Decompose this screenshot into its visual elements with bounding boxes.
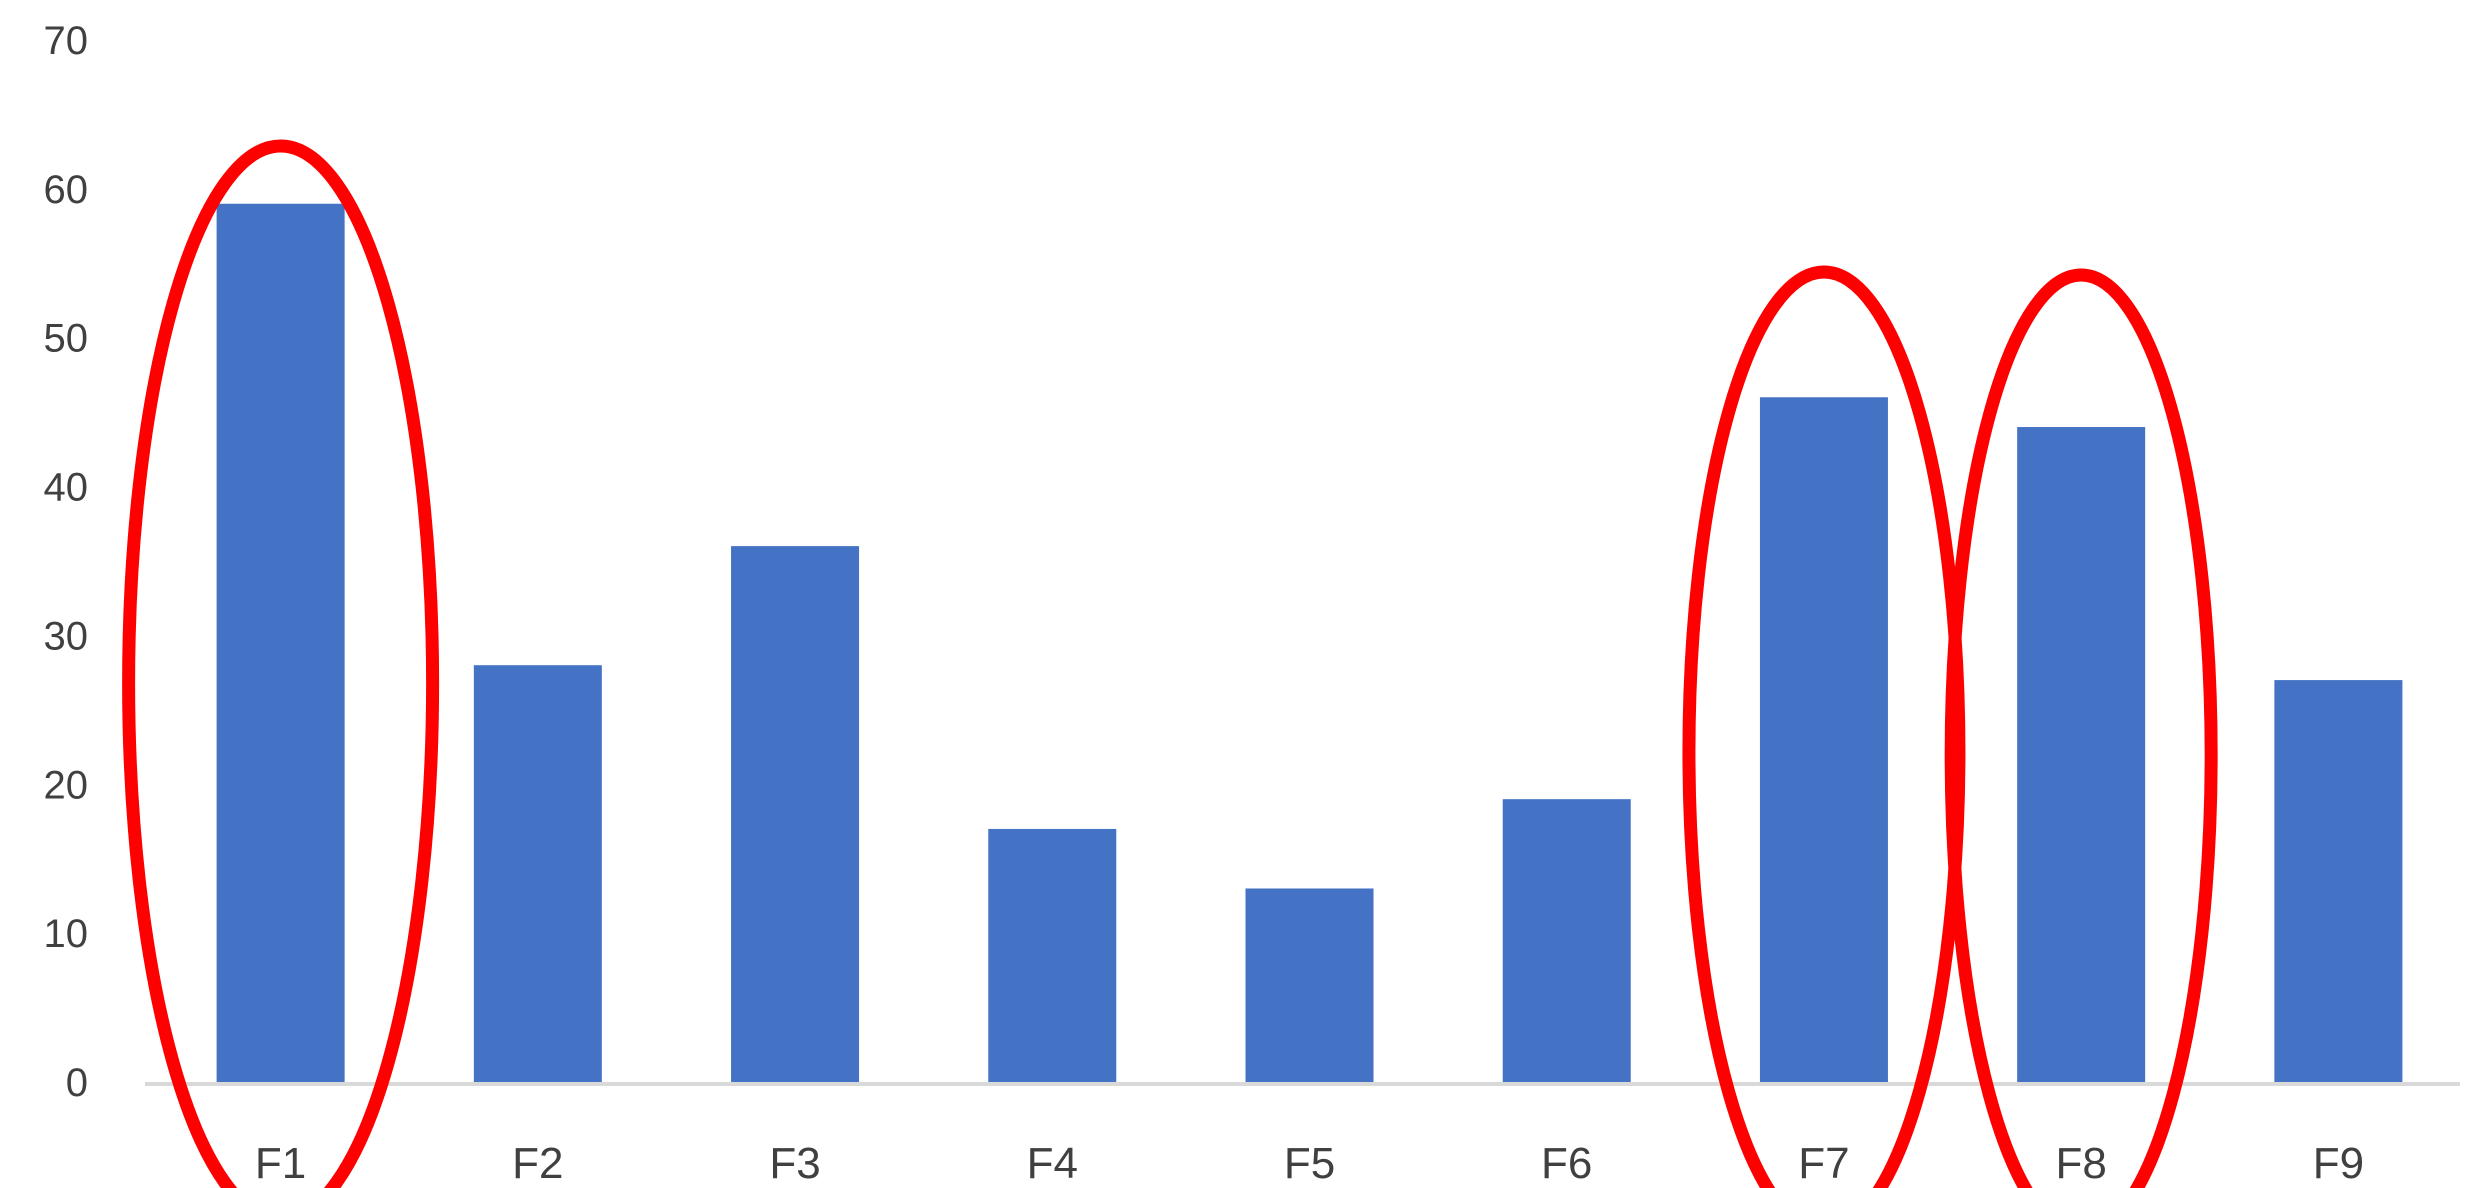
x-tick-label: F6 — [1541, 1139, 1592, 1188]
x-tick-label: F2 — [512, 1139, 563, 1188]
x-tick-label: F3 — [769, 1139, 820, 1188]
bar-f2 — [473, 665, 602, 1082]
y-tick-label: 10 — [44, 912, 89, 956]
bar-f4 — [988, 828, 1117, 1082]
x-tick-label: F8 — [2055, 1139, 2106, 1188]
y-tick-label: 30 — [44, 614, 89, 658]
x-tick-label: F9 — [2313, 1139, 2364, 1188]
y-tick-label: 60 — [44, 168, 89, 212]
x-tick-label: F5 — [1284, 1139, 1335, 1188]
x-tick-label: F1 — [255, 1139, 306, 1188]
bar-f8 — [2017, 427, 2146, 1082]
highlight-ellipse-f7 — [1682, 265, 1966, 1188]
x-tick-label: F4 — [1027, 1139, 1078, 1188]
bar-f9 — [2274, 680, 2403, 1082]
y-axis-ticks: 0 10 20 30 40 50 60 70 — [44, 19, 89, 1105]
bar-f3 — [731, 546, 860, 1082]
y-tick-label: 70 — [44, 19, 89, 63]
y-tick-label: 20 — [44, 763, 89, 807]
highlight-ellipses — [122, 139, 2218, 1188]
highlight-ellipse-f8 — [1944, 268, 2218, 1188]
bars — [216, 203, 2403, 1082]
bar-f5 — [1245, 888, 1374, 1082]
bar-f6 — [1502, 799, 1631, 1082]
x-axis-ticks: F1 F2 F3 F4 F5 F6 F7 F8 F9 — [255, 1139, 2364, 1188]
y-tick-label: 50 — [44, 317, 89, 361]
y-tick-label: 40 — [44, 466, 89, 510]
y-tick-label: 0 — [66, 1061, 88, 1105]
bar-f1 — [216, 203, 345, 1082]
x-tick-label: F7 — [1798, 1139, 1849, 1188]
bar-f7 — [1759, 397, 1888, 1082]
highlight-ellipse-f1 — [122, 139, 440, 1188]
